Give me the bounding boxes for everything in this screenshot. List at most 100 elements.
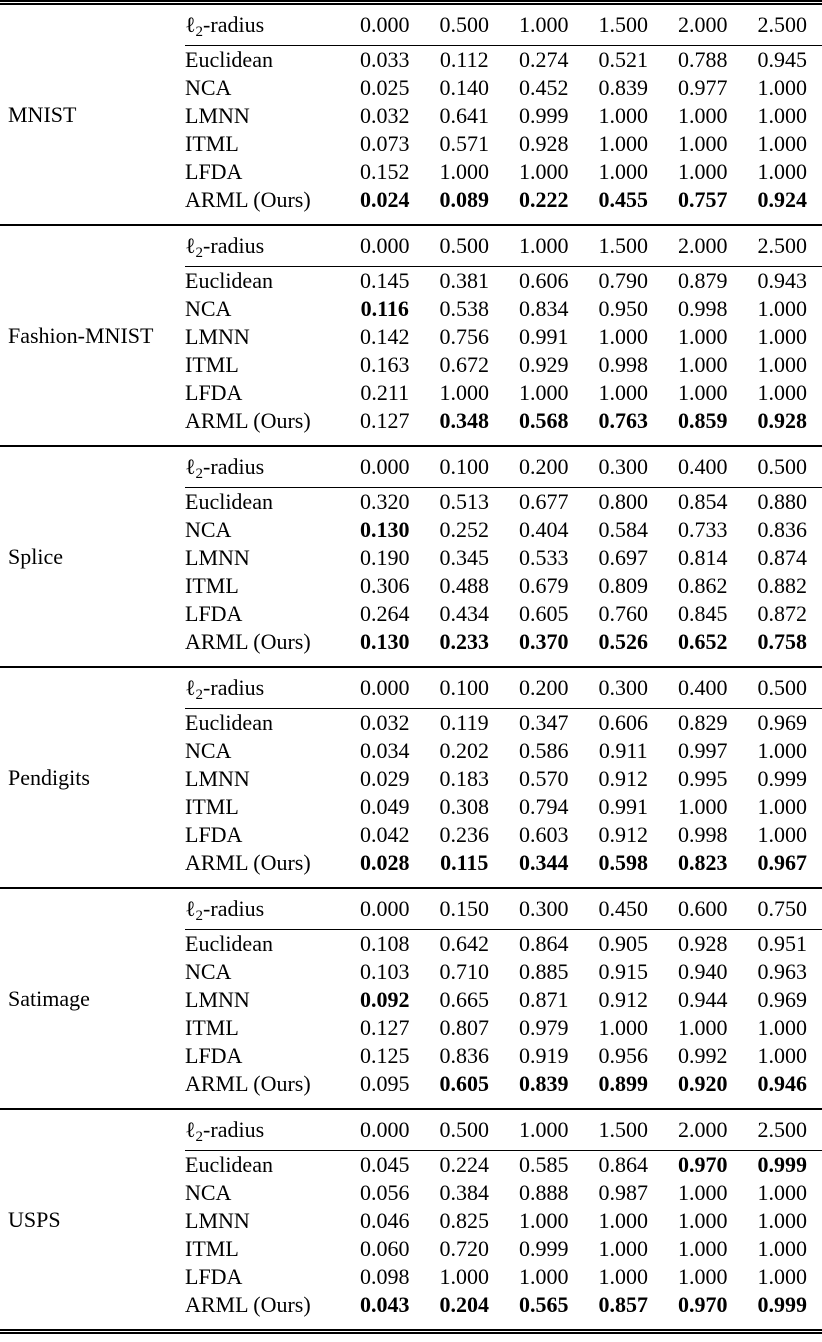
method-row-lmnn: LMNN 0.029 0.183 0.570 0.912 0.995 0.999 [0,765,822,793]
radius-value: 1.000 [504,225,584,267]
cell-value: 0.905 [598,931,649,956]
cell-value: 1.000 [519,1264,569,1289]
radius-value: 0.500 [424,1109,504,1151]
cell-value: 0.977 [678,75,728,100]
cell-value: 1.000 [757,324,808,349]
cell-value: 0.098 [360,1264,410,1289]
radius-value: 0.300 [504,888,584,930]
cell-value: 0.024 [360,187,410,212]
cell-value: 0.929 [519,352,569,377]
ell-symbol: ℓ [185,454,196,479]
cell-value: 0.829 [678,710,728,735]
cell-value: 0.845 [678,601,728,626]
cell-value: 1.000 [757,738,808,763]
radius-label: ℓ2-radius [185,888,345,930]
cell-value: 1.000 [678,1264,728,1289]
cell-value: 0.788 [678,47,728,72]
method-row-arml-ours: ARML (Ours) 0.127 0.348 0.568 0.763 0.859 0.92… [0,407,822,446]
method-label: ARML (Ours) [185,1292,311,1317]
cell-value: 1.000 [598,131,649,156]
cell-value: 0.928 [519,131,569,156]
cell-value: 0.757 [678,187,728,212]
method-row-euclidean: Euclidean 0.032 0.119 0.347 0.606 0.829 0.969 [0,709,822,738]
radius-header-row: Splice ℓ2-radius 0.000 0.100 0.200 0.300 0.400… [0,446,822,567]
method-label: ARML (Ours) [185,187,311,212]
cell-value: 0.665 [439,987,490,1012]
cell-value: 0.605 [439,1071,490,1096]
cell-value: 0.970 [678,1152,728,1177]
ell-subscript: 2 [195,24,204,40]
cell-value: 1.000 [678,131,728,156]
radius-value: 0.200 [504,446,584,488]
cell-value: 1.000 [678,352,728,377]
cell-value: 0.794 [519,794,569,819]
ell-subscript: 2 [195,1129,204,1145]
cell-value: 0.233 [439,629,490,654]
method-label: ITML [185,1236,239,1261]
method-label: NCA [185,517,232,542]
radius-value: 2.000 [663,225,743,267]
radius-value: 0.300 [583,667,663,709]
radius-label-text: -radius [203,12,265,37]
method-row-lfda: LFDA 0.125 0.836 0.919 0.956 0.992 1.000 [0,1042,822,1070]
cell-value: 0.344 [519,850,569,875]
cell-value: 0.951 [757,931,808,956]
dataset-label: USPS [8,1206,61,1232]
radius-value: 1.000 [504,1109,584,1151]
cell-value: 0.308 [439,794,490,819]
cell-value: 0.945 [757,47,808,72]
cell-value: 0.586 [519,738,569,763]
cell-value: 0.112 [439,47,489,72]
cell-value: 0.912 [598,987,649,1012]
cell-value: 0.606 [598,710,649,735]
cell-value: 0.995 [678,766,728,791]
ell-subscript: 2 [195,687,204,703]
cell-value: 1.000 [757,794,808,819]
cell-value: 0.145 [360,268,410,293]
cell-value: 0.029 [360,766,410,791]
method-label: Euclidean [185,489,273,514]
cell-value: 0.871 [519,987,569,1012]
cell-value: 0.991 [519,324,569,349]
radius-header-row: Pendigits ℓ2-radius 0.000 0.100 0.200 0.300 0.… [0,667,822,788]
method-label: LFDA [185,601,243,626]
cell-value: 0.915 [598,959,649,984]
cell-value: 0.756 [439,324,490,349]
cell-value: 0.130 [360,629,410,654]
cell-value: 0.108 [360,931,410,956]
cell-value: 1.000 [678,324,728,349]
cell-value: 0.814 [678,545,728,570]
cell-value: 0.874 [757,545,808,570]
cell-value: 1.000 [598,324,649,349]
cell-value: 0.912 [598,822,649,847]
method-row-itml: ITML 0.163 0.672 0.929 0.998 1.000 1.000 [0,351,822,379]
method-row-lfda: LFDA 0.042 0.236 0.603 0.912 0.998 1.000 [0,821,822,849]
cell-value: 0.998 [598,352,649,377]
method-row-euclidean: Euclidean 0.108 0.642 0.864 0.905 0.928 0.951 [0,930,822,959]
cell-value: 0.940 [678,959,728,984]
cell-value: 1.000 [678,1236,728,1261]
method-label: LMNN [185,987,250,1012]
cell-value: 1.000 [439,159,490,184]
cell-value: 0.381 [439,268,490,293]
cell-value: 0.434 [439,601,490,626]
ell-symbol: ℓ [185,896,196,921]
cell-value: 1.000 [678,159,728,184]
cell-value: 1.000 [757,103,808,128]
method-label: ARML (Ours) [185,1071,311,1096]
cell-value: 1.000 [519,159,569,184]
cell-value: 0.641 [439,103,490,128]
radius-value: 0.600 [663,888,743,930]
cell-value: 0.404 [519,517,569,542]
cell-value: 0.885 [519,959,569,984]
cell-value: 0.911 [598,738,648,763]
radius-header-row: USPS ℓ2-radius 0.000 0.500 1.000 1.500 2.000 2.… [0,1109,822,1230]
cell-value: 0.202 [439,738,490,763]
method-row-nca: NCA 0.056 0.384 0.888 0.987 1.000 1.000 [0,1179,822,1207]
method-label: LMNN [185,545,250,570]
cell-value: 1.000 [757,1015,808,1040]
cell-value: 0.140 [439,75,490,100]
method-label: LMNN [185,766,250,791]
cell-value: 0.089 [439,187,490,212]
method-label: NCA [185,738,232,763]
